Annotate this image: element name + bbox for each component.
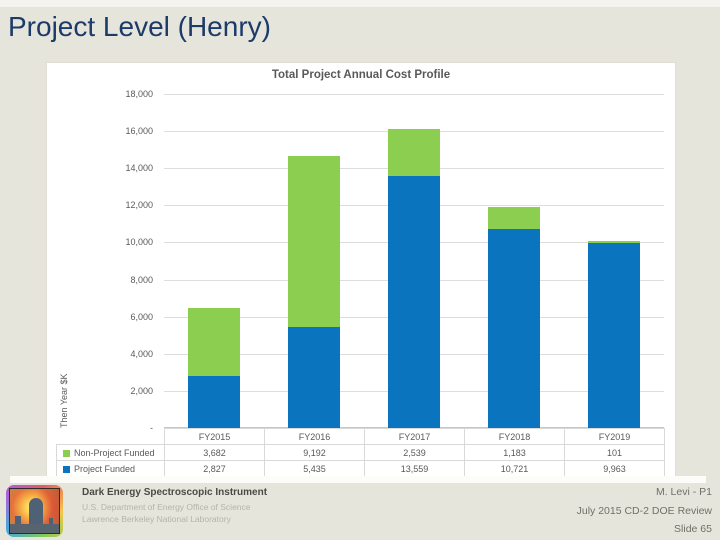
bar-segment-project-funded-fy2019 — [588, 243, 640, 428]
table-corner-cell — [56, 428, 165, 445]
y-tick-label: 18,000 — [125, 89, 153, 99]
y-tick-label: 16,000 — [125, 126, 153, 137]
table-value-cell: 9,192 — [264, 444, 365, 461]
table-value-cell: 101 — [564, 444, 665, 461]
org-line-lbnl: Lawrence Berkeley National Laboratory — [82, 514, 231, 524]
project-name: Dark Energy Spectroscopic Instrument — [82, 487, 268, 498]
bar-segment-non-project-funded-fy2018 — [488, 207, 540, 229]
bar-segment-project-funded-fy2017 — [388, 176, 440, 428]
table-header-fy2016: FY2016 — [264, 428, 365, 445]
gridline — [164, 94, 664, 95]
table-header-fy2015: FY2015 — [164, 428, 265, 445]
chart-data-table: FY2015 FY2016 FY2017 FY2018 FY2019 Non-Projec… — [56, 428, 665, 478]
bar-segment-project-funded-fy2018 — [488, 229, 540, 428]
table-row: Project Funded 2,827 5,435 13,559 10,721 9,96… — [56, 460, 665, 478]
bar-segment-non-project-funded-fy2016 — [288, 156, 340, 327]
org-line-doe: U.S. Department of Energy Office of Scie… — [82, 502, 251, 512]
logo-left-structure — [15, 516, 21, 525]
y-tick-label: 4,000 — [130, 348, 153, 359]
table-value-cell: 2,539 — [364, 444, 465, 461]
y-tick-label: 6,000 — [130, 311, 153, 322]
footer-left-block: Dark Energy Spectroscopic Instrument U.S… — [82, 487, 267, 525]
table-header-fy2017: FY2017 — [364, 428, 465, 445]
slide-title: Project Level (Henry) — [8, 11, 271, 42]
bar-segment-project-funded-fy2015 — [188, 376, 240, 428]
y-tick-label: 10,000 — [125, 237, 153, 248]
plot-area — [164, 94, 664, 428]
y-tick-label: 14,000 — [125, 163, 153, 174]
bar-segment-project-funded-fy2016 — [288, 327, 340, 428]
footer-divider-band — [10, 476, 706, 483]
bar-segment-non-project-funded-fy2017 — [388, 129, 440, 176]
chart-title: Total Project Annual Cost Profile — [271, 69, 451, 81]
legend-label-non-project-funded: Non-Project Funded — [56, 444, 165, 461]
table-header-fy2018: FY2018 — [464, 428, 565, 445]
chart-card: Total Project Annual Cost Profile Then Y… — [46, 62, 676, 481]
legend-swatch-icon — [63, 449, 70, 457]
footer: Dark Energy Spectroscopic Instrument U.S… — [0, 483, 720, 540]
footer-right-block: M. Levi - P1 July 2015 CD-2 DOE Review S… — [577, 483, 712, 539]
table-row: Non-Project Funded 3,682 9,192 2,539 1,183 10… — [56, 444, 665, 461]
table-value-cell: 3,682 — [164, 444, 265, 461]
top-sheen-strip — [0, 0, 720, 7]
y-tick-label: 2,000 — [130, 385, 153, 396]
review-title: July 2015 CD-2 DOE Review — [576, 504, 712, 517]
y-tick-label: 12,000 — [125, 200, 153, 211]
author-credit: M. Levi - P1 — [655, 486, 712, 498]
y-tick-label: - — [150, 423, 153, 433]
y-tick-label: 8,000 — [130, 274, 153, 285]
legend-swatch-icon — [63, 466, 70, 473]
telescope-dome-silhouette — [29, 498, 43, 526]
table-value-cell: 5,435 — [264, 460, 365, 478]
table-value-cell: 13,559 — [364, 460, 465, 478]
logo-ground-silhouette — [10, 524, 59, 533]
desi-logo-art — [9, 488, 60, 534]
table-value-cell: 10,721 — [464, 460, 565, 478]
table-header-fy2019: FY2019 — [564, 428, 665, 445]
bar-segment-non-project-funded-fy2015 — [188, 308, 240, 376]
table-value-cell: 1,183 — [464, 444, 565, 461]
table-value-cell: 2,827 — [164, 460, 265, 478]
table-value-cell: 9,963 — [564, 460, 665, 478]
legend-label-project-funded: Project Funded — [56, 460, 165, 478]
desi-logo — [6, 485, 63, 537]
bar-segment-non-project-funded-fy2019 — [588, 241, 640, 243]
y-axis-title: Then Year $K — [59, 373, 69, 428]
slide-number: Slide 65 — [674, 523, 712, 535]
logo-right-structure — [49, 518, 53, 524]
